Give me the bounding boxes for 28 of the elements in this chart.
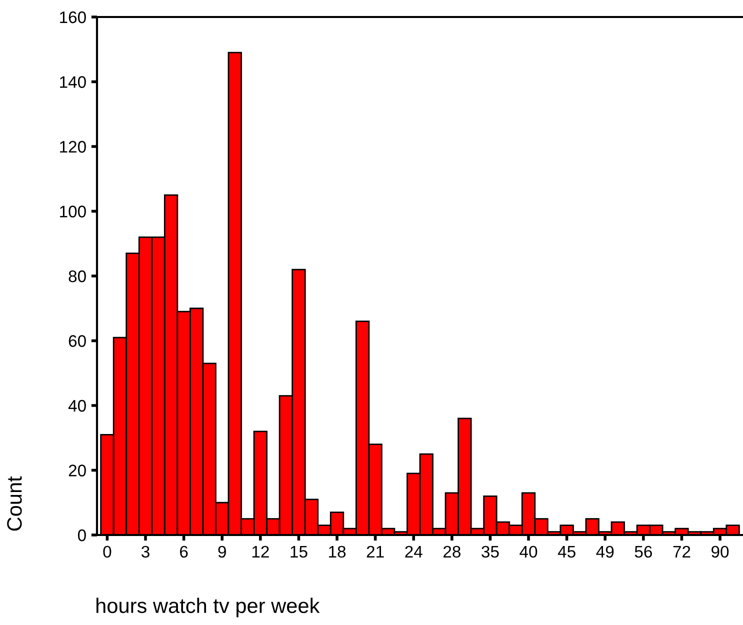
y-tick-label: 160	[60, 11, 86, 24]
y-tick-label: 120	[60, 140, 86, 153]
x-tick-label: 35	[482, 546, 499, 558]
y-tick-label: 140	[60, 76, 86, 88]
x-tick-label: 12	[252, 546, 269, 558]
x-tick-label: 56	[634, 546, 652, 558]
x-tick-label: 24	[405, 546, 422, 558]
x-tick-label: 45	[558, 546, 576, 558]
y-tick-label: 60	[68, 335, 86, 347]
y-tick-label: 80	[68, 270, 86, 282]
y-axis-title: Count	[7, 476, 22, 531]
x-axis-title: hours watch tv per week	[96, 598, 320, 618]
y-tick-label: 20	[68, 464, 86, 476]
x-tick-label: 9	[218, 546, 226, 558]
y-tick-label: 0	[78, 529, 86, 542]
x-tick-label: 18	[329, 546, 346, 558]
x-tick-label: 40	[520, 546, 538, 558]
y-tick-label: 40	[68, 400, 86, 412]
x-tick-label: 90	[712, 546, 729, 558]
x-tick-label: 15	[290, 546, 308, 558]
y-tick-label: 100	[60, 206, 86, 218]
x-tick-label: 21	[366, 546, 384, 558]
x-tick-label: 6	[180, 546, 188, 558]
x-tick-label: 28	[443, 546, 460, 558]
x-tick-label: 72	[673, 546, 690, 558]
x-tick-label: 49	[596, 546, 614, 558]
x-tick-label: 3	[142, 546, 150, 558]
x-tick-label: 0	[103, 546, 112, 558]
